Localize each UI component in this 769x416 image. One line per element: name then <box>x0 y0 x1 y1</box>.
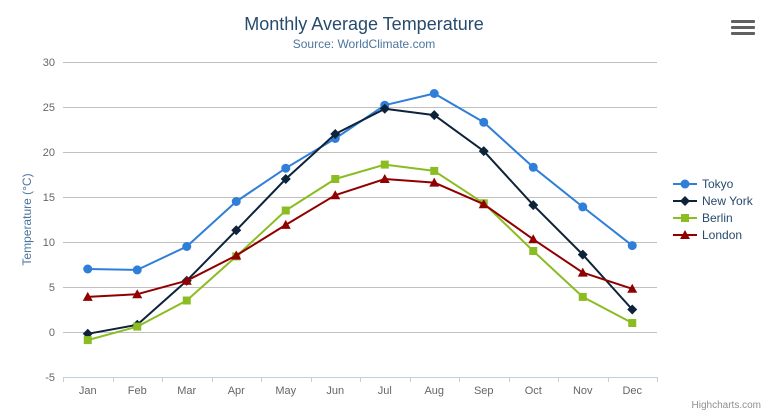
legend-marker-new-york[interactable] <box>680 195 690 206</box>
point-berlin-Nov[interactable] <box>578 292 587 301</box>
point-tokyo-Aug[interactable] <box>429 89 439 98</box>
point-tokyo-Apr[interactable] <box>231 197 241 206</box>
point-new-york-Jul[interactable] <box>379 103 390 114</box>
point-tokyo-Jan[interactable] <box>83 264 93 274</box>
y-axis-label: 10 <box>43 237 55 249</box>
legend-item-new-york[interactable]: New York <box>673 192 753 209</box>
x-axis-label: Feb <box>128 385 147 397</box>
legend-item-london[interactable]: London <box>673 226 753 243</box>
point-london-Jan[interactable] <box>82 291 93 301</box>
legend-marker-berlin[interactable] <box>681 213 689 222</box>
y-gridlines <box>63 62 657 333</box>
y-axis-label: -5 <box>45 372 55 384</box>
series-new-york-line <box>86 107 634 335</box>
x-axis-label: May <box>275 385 296 397</box>
legend-marker-london[interactable] <box>680 229 690 239</box>
x-axis <box>63 377 658 382</box>
point-new-york-Oct[interactable] <box>528 200 539 211</box>
series-london-line <box>86 178 634 298</box>
point-berlin-Jun[interactable] <box>331 175 340 183</box>
x-axis-labels: Jan Feb Mar Apr May Jun Jul Aug Sep Oct Nov Dec <box>79 385 643 397</box>
point-tokyo-Dec[interactable] <box>627 241 637 251</box>
point-new-york-Jun[interactable] <box>330 129 341 139</box>
x-axis-label: Oct <box>525 385 542 397</box>
point-new-york-Sep[interactable] <box>478 146 489 157</box>
series-london <box>82 174 638 301</box>
point-new-york-May[interactable] <box>280 174 291 184</box>
y-axis-labels: -5 0 5 10 15 20 25 30 <box>43 57 55 384</box>
point-berlin-Jan[interactable] <box>83 336 92 345</box>
y-axis-label: 15 <box>43 192 55 204</box>
point-london-May[interactable] <box>280 219 291 229</box>
legend-item-berlin[interactable]: Berlin <box>673 209 753 226</box>
point-berlin-Jul[interactable] <box>380 160 389 169</box>
legend-marker-tokyo[interactable] <box>680 179 690 188</box>
point-tokyo-May[interactable] <box>281 163 291 173</box>
point-london-Oct[interactable] <box>528 234 539 244</box>
legend-label: London <box>702 227 743 242</box>
point-london-Sep[interactable] <box>478 199 489 209</box>
legend-item-tokyo[interactable]: Tokyo <box>673 175 753 192</box>
x-axis-label: Sep <box>474 385 494 397</box>
chart-subtitle: Source: WorldClimate.com <box>292 37 436 51</box>
point-new-york-Apr[interactable] <box>231 225 242 236</box>
point-new-york-Dec[interactable] <box>627 304 638 315</box>
x-axis-label: Jun <box>326 385 344 397</box>
point-london-Nov[interactable] <box>577 267 588 277</box>
point-berlin-Aug[interactable] <box>430 166 439 175</box>
point-new-york-Nov[interactable] <box>577 249 588 260</box>
point-london-Jun[interactable] <box>330 190 341 200</box>
hamburger-menu-icon[interactable] <box>730 19 756 36</box>
highcharts-credits-link[interactable]: Highcharts.com <box>691 400 761 411</box>
point-london-Jul[interactable] <box>379 174 390 183</box>
point-tokyo-Feb[interactable] <box>132 265 142 275</box>
point-new-york-Aug[interactable] <box>429 110 440 121</box>
legend-marker-diamond-icon <box>673 195 697 206</box>
point-london-Apr[interactable] <box>231 250 242 260</box>
legend-marker-triangle-icon <box>673 229 697 239</box>
point-berlin-Feb[interactable] <box>133 322 142 331</box>
series-new-york <box>82 103 638 339</box>
point-berlin-Oct[interactable] <box>529 247 538 255</box>
hamburger-bar <box>731 26 755 29</box>
point-berlin-Dec[interactable] <box>628 319 637 327</box>
legend-label: New York <box>702 193 753 208</box>
point-london-Dec[interactable] <box>627 283 638 293</box>
point-tokyo-Nov[interactable] <box>578 202 588 212</box>
point-tokyo-Sep[interactable] <box>479 117 489 127</box>
y-axis-title: Temperature (°C) <box>20 173 34 265</box>
point-london-Feb[interactable] <box>132 289 143 299</box>
series-tokyo-line <box>86 92 634 271</box>
legend-label: Berlin <box>702 210 733 225</box>
series-tokyo <box>83 89 637 275</box>
series-berlin-line <box>86 163 634 342</box>
x-axis-label: Jul <box>378 385 392 397</box>
y-axis-label: 0 <box>49 327 55 339</box>
x-axis-label: Mar <box>177 385 196 397</box>
legend: Tokyo New York Berlin London <box>673 175 753 243</box>
y-axis-label: 25 <box>43 102 55 114</box>
x-axis-label: Aug <box>424 385 444 397</box>
legend-label: Tokyo <box>702 176 734 191</box>
point-tokyo-Oct[interactable] <box>528 162 538 172</box>
chart-title: Monthly Average Temperature <box>244 14 484 34</box>
y-axis-label: 5 <box>49 282 55 294</box>
y-axis-label: 20 <box>43 147 55 159</box>
point-berlin-Mar[interactable] <box>182 296 191 305</box>
x-axis-label: Jan <box>79 385 97 397</box>
y-axis-label: 30 <box>43 57 55 69</box>
point-london-Aug[interactable] <box>429 177 440 187</box>
x-axis-label: Nov <box>573 385 593 397</box>
legend-marker-circle-icon <box>673 179 697 188</box>
x-axis-label: Apr <box>228 385 245 397</box>
point-berlin-May[interactable] <box>281 206 290 215</box>
hamburger-bar <box>731 20 755 23</box>
legend-marker-square-icon <box>673 213 697 222</box>
point-tokyo-Mar[interactable] <box>182 242 192 251</box>
x-axis-label: Dec <box>622 385 642 397</box>
point-london-Mar[interactable] <box>181 275 192 285</box>
hamburger-bar <box>731 32 755 35</box>
